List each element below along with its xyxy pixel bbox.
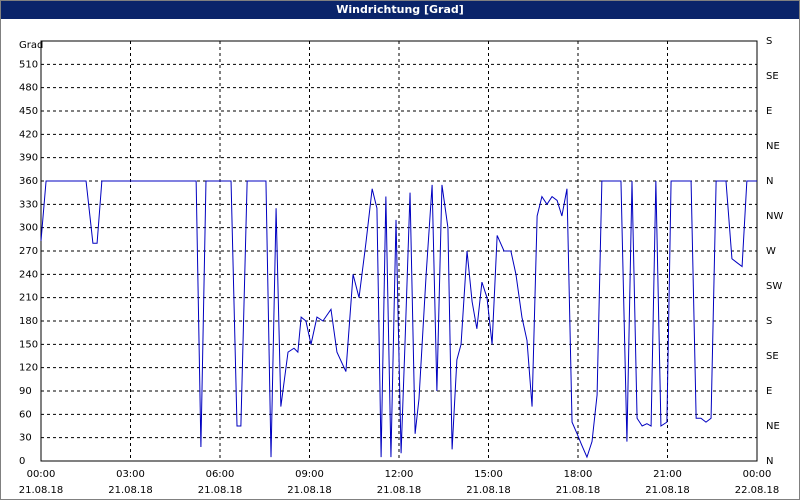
data-line xyxy=(40,180,757,459)
x-tick-label: 21:00 xyxy=(653,469,682,480)
y-axis-label: Grad xyxy=(19,40,43,51)
x-tick-date: 21.08.18 xyxy=(19,485,64,496)
y-tick-label: 360 xyxy=(19,176,38,187)
y2-tick-label: SW xyxy=(766,281,782,292)
y-tick-label: 150 xyxy=(19,339,38,350)
y-tick-label: 420 xyxy=(19,129,38,140)
y2-tick-label: E xyxy=(766,106,772,117)
y2-tick-label: N xyxy=(766,176,773,187)
x-tick-date: 21.08.18 xyxy=(556,485,601,496)
x-tick-date: 22.08.18 xyxy=(735,485,780,496)
x-tick-date: 21.08.18 xyxy=(645,485,690,496)
y2-tick-label: N xyxy=(766,456,773,467)
y2-tick-label: NE xyxy=(766,421,780,432)
x-tick-label: 00:00 xyxy=(743,469,772,480)
x-tick-label: 18:00 xyxy=(564,469,593,480)
y-tick-label: 90 xyxy=(19,386,32,397)
x-tick-date: 21.08.18 xyxy=(287,485,332,496)
y-tick-label: 120 xyxy=(19,363,38,374)
y-tick-label: 330 xyxy=(19,199,38,210)
chart-title: Windrichtung [Grad] xyxy=(336,3,464,16)
y-tick-label: 210 xyxy=(19,293,38,304)
y-tick-label: 0 xyxy=(19,456,25,467)
x-tick-label: 12:00 xyxy=(385,469,414,480)
y2-tick-label: SE xyxy=(766,351,779,362)
y-tick-label: 390 xyxy=(19,153,38,164)
y-tick-label: 60 xyxy=(19,409,32,420)
x-tick-date: 21.08.18 xyxy=(466,485,511,496)
y2-tick-label: SE xyxy=(766,71,779,82)
y2-tick-label: W xyxy=(766,246,776,257)
x-tick-label: 09:00 xyxy=(295,469,324,480)
y2-tick-label: S xyxy=(766,316,772,327)
y-tick-label: 450 xyxy=(19,106,38,117)
y-tick-label: 240 xyxy=(19,269,38,280)
y-tick-label: 30 xyxy=(19,433,32,444)
x-tick-date: 21.08.18 xyxy=(377,485,422,496)
y2-tick-label: NE xyxy=(766,141,780,152)
x-tick-label: 15:00 xyxy=(474,469,503,480)
x-tick-label: 03:00 xyxy=(116,469,145,480)
x-tick-label: 06:00 xyxy=(206,469,235,480)
y-tick-label: 180 xyxy=(19,316,38,327)
y-tick-label: 510 xyxy=(19,59,38,70)
title-bar xyxy=(1,1,799,19)
y-tick-label: 480 xyxy=(19,83,38,94)
x-tick-date: 21.08.18 xyxy=(108,485,153,496)
y2-tick-label: S xyxy=(766,36,772,47)
y2-tick-label: E xyxy=(766,386,772,397)
x-tick-date: 21.08.18 xyxy=(198,485,243,496)
y2-tick-label: NW xyxy=(766,211,783,222)
x-tick-label: 00:00 xyxy=(27,469,56,480)
y-tick-label: 270 xyxy=(19,246,38,257)
y-tick-label: 300 xyxy=(19,223,38,234)
